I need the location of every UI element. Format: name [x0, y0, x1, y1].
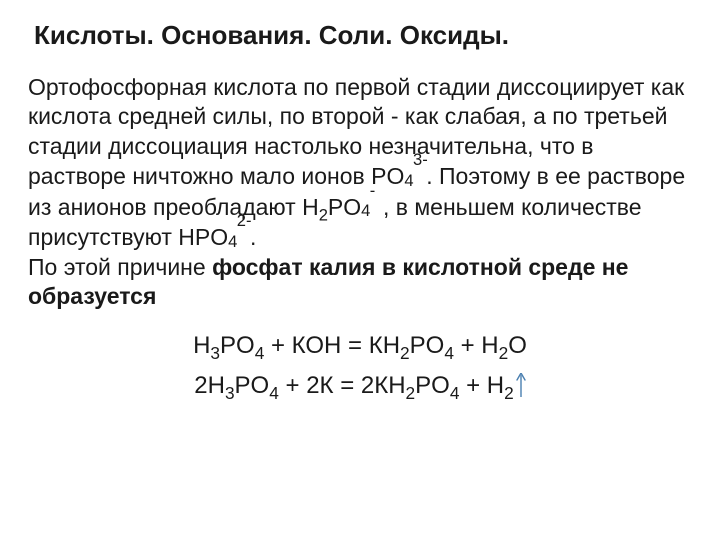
ion-hpo4-2minus: 42-	[228, 222, 250, 245]
conclusion-lead: По этой причине	[28, 254, 212, 280]
para-text-3: PO	[328, 194, 361, 220]
conclusion: По этой причине фосфат калия в кислотной…	[28, 253, 692, 312]
main-paragraph: Ортофосфорная кислота по первой стадии д…	[28, 73, 692, 253]
equation-2: 2H3PO4 + 2К = 2КH2PO4 + H2	[28, 366, 692, 407]
ion-po4-3minus: 43-	[404, 161, 426, 184]
equation-1: H3PO4 + КОН = КH2PO4 + H2O	[28, 326, 692, 367]
ion-h2po4-minus: 4-	[361, 192, 383, 215]
equations-block: H3PO4 + КОН = КH2PO4 + H2O 2H3PO4 + 2К =…	[28, 326, 692, 408]
gas-evolution-arrow-icon	[516, 373, 526, 397]
h2-sub: 2	[319, 205, 328, 224]
page-title: Кислоты. Основания. Соли. Оксиды.	[34, 20, 692, 51]
